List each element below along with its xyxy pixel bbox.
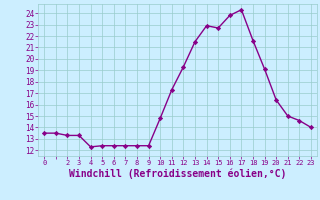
- X-axis label: Windchill (Refroidissement éolien,°C): Windchill (Refroidissement éolien,°C): [69, 169, 286, 179]
